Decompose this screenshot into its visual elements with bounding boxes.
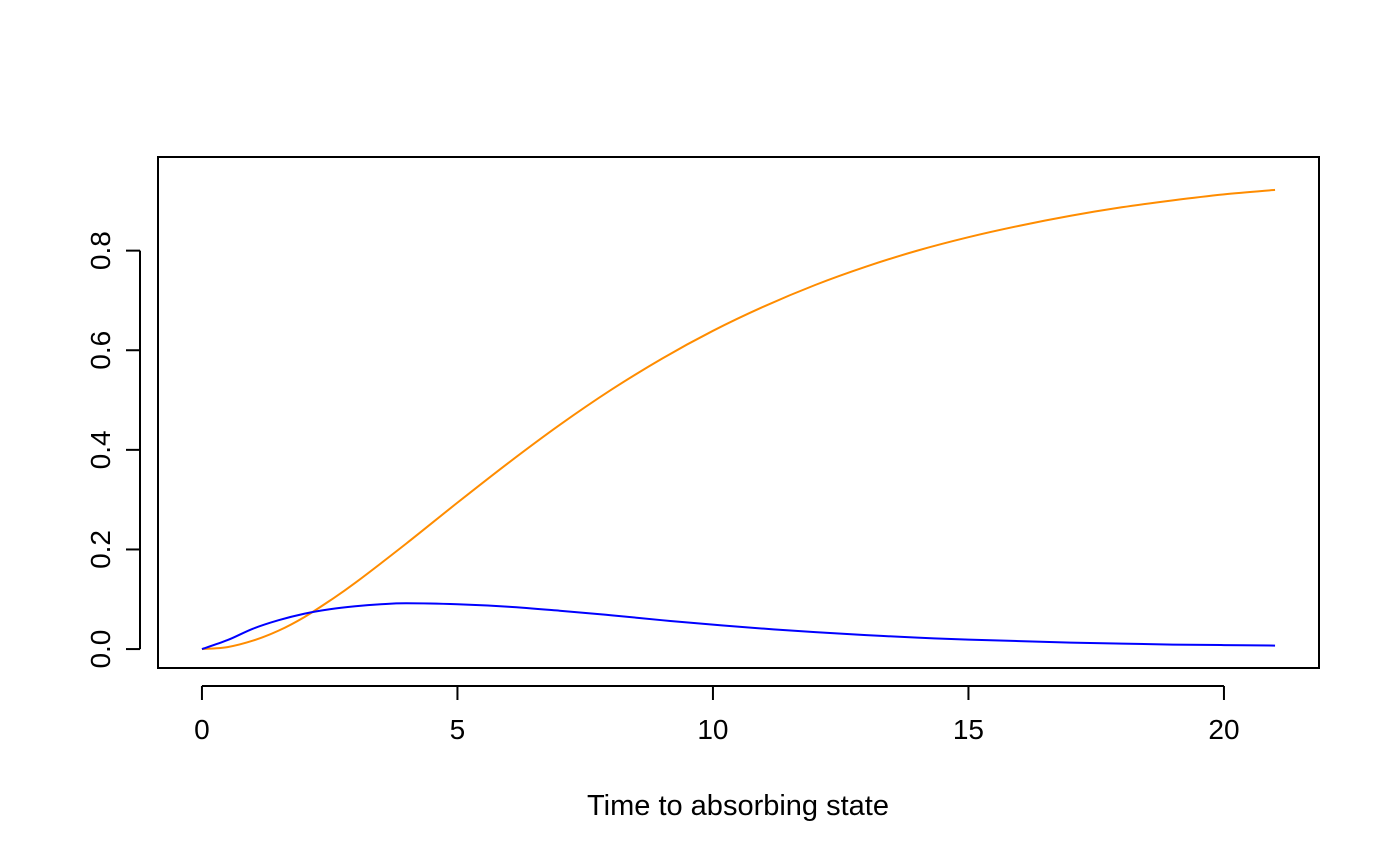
- x-tick-label: 10: [697, 714, 728, 745]
- series-layer: [201, 188, 1276, 651]
- y-tick-label: 0.6: [85, 331, 116, 370]
- y-tick-label: 0.2: [85, 530, 116, 569]
- plot-box: [157, 156, 1320, 669]
- y-axis: 0.0 0.2 0.4 0.6 0.8: [85, 231, 141, 669]
- x-tick-label: 15: [953, 714, 984, 745]
- x-tick-label: 5: [450, 714, 466, 745]
- series-line-2: [201, 602, 1276, 651]
- y-tick-label: 0.0: [85, 630, 116, 669]
- x-tick-label: 0: [194, 714, 210, 745]
- x-tick-label: 20: [1208, 714, 1239, 745]
- y-tick-label: 0.8: [85, 231, 116, 270]
- y-tick-label: 0.4: [85, 430, 116, 469]
- x-axis-title: Time to absorbing state: [587, 790, 889, 822]
- x-axis: 0 5 10 15 20: [194, 685, 1240, 745]
- series-line-1: [201, 188, 1276, 651]
